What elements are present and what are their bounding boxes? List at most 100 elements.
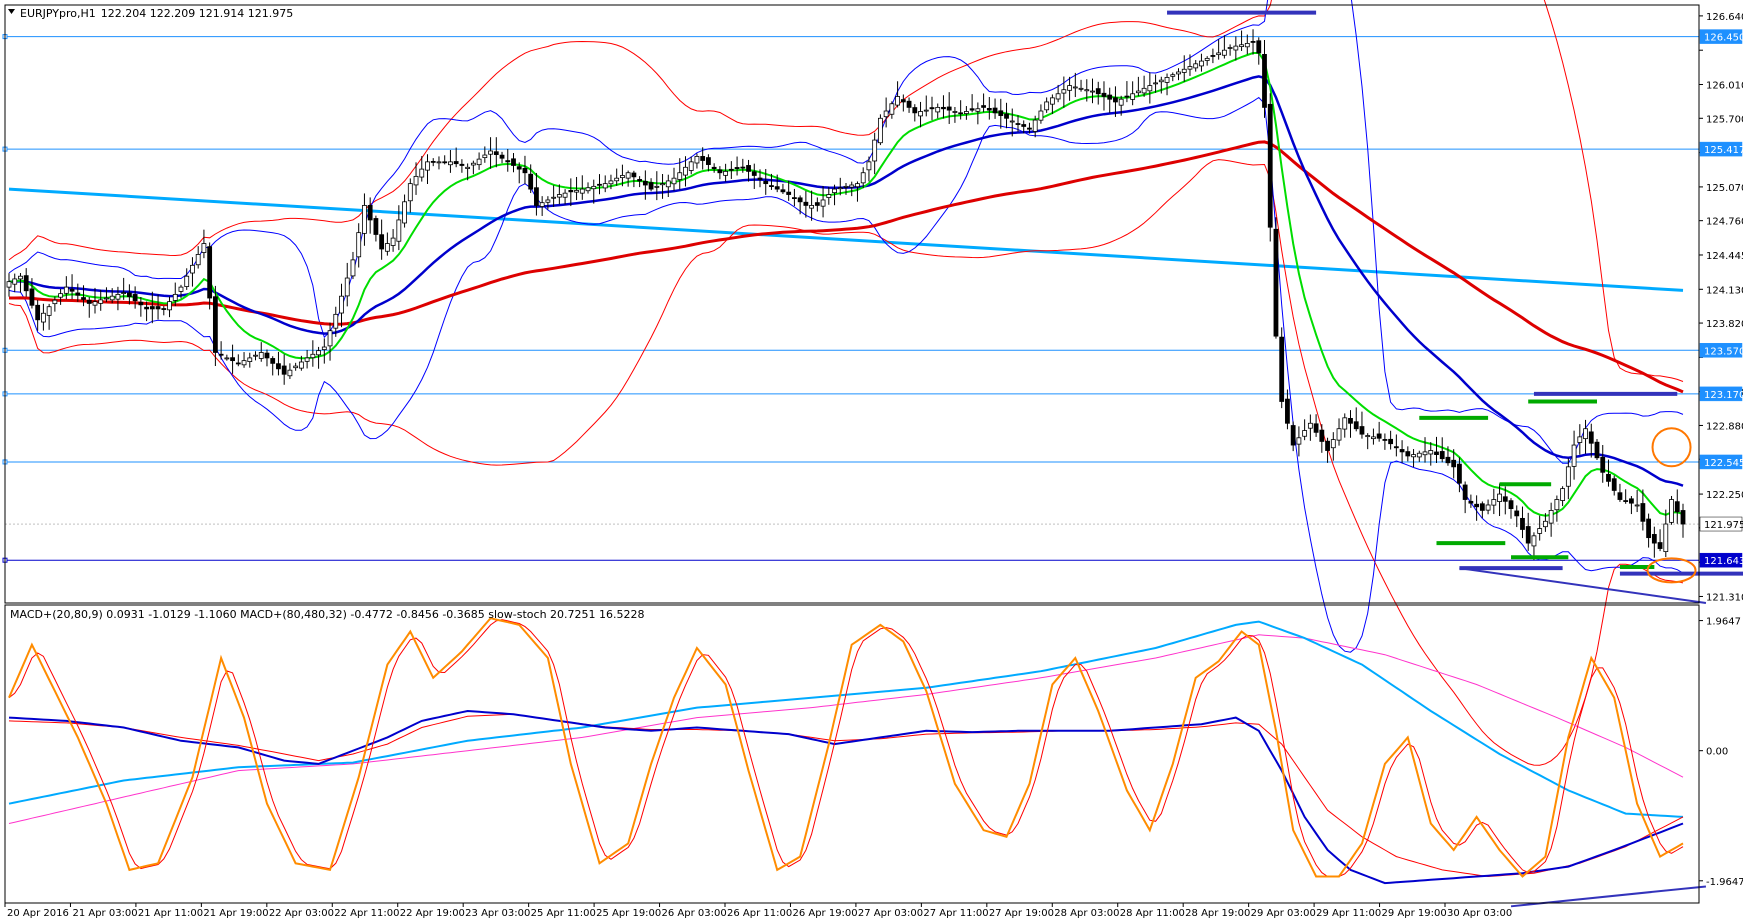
candle	[1588, 423, 1594, 458]
candle	[1416, 450, 1422, 462]
candle	[115, 286, 121, 311]
candle	[946, 92, 952, 124]
ohlc-label: 122.204 122.209 121.914 121.975	[101, 7, 293, 20]
indicator-label: MACD+(20,80,9) 0.0931 -1.0129 -1.1060 MA…	[10, 608, 645, 621]
candle	[499, 151, 505, 164]
bollinger-lower	[8, 96, 1684, 653]
candle	[1015, 115, 1021, 132]
candle	[1049, 94, 1055, 115]
indicator-axis: 1.9647 0.00 -1.9647	[1699, 617, 1743, 888]
time-tick-label: 25 Apr 19:00	[596, 908, 661, 919]
candle	[1611, 475, 1617, 496]
time-tick-label: 29 Apr 03:00	[1251, 908, 1316, 919]
price-tick-label: 124.445	[1706, 251, 1743, 262]
time-tick-label: 20 Apr 2016	[7, 908, 69, 919]
candle	[1560, 486, 1566, 507]
indicator-panel	[8, 617, 1707, 908]
candle	[218, 341, 224, 360]
annotation-ellipse-11[interactable]	[1646, 557, 1697, 584]
candle	[797, 195, 803, 215]
candle	[1113, 86, 1118, 117]
candle	[482, 146, 488, 163]
candle	[1227, 44, 1233, 56]
time-axis: 20 Apr 2016 21 Apr 03:00 21 Apr 11:00 21 Ap…	[4, 903, 1512, 919]
candle	[1382, 433, 1388, 450]
candle	[1021, 120, 1027, 134]
candle	[1663, 509, 1669, 558]
candle	[591, 179, 597, 204]
candle	[1594, 439, 1600, 461]
candle	[425, 154, 430, 184]
ema-slow-line	[9, 140, 1684, 394]
candle	[1543, 513, 1548, 532]
candle	[1474, 495, 1480, 521]
candle	[310, 340, 316, 367]
candle	[430, 158, 436, 167]
candle	[132, 286, 138, 309]
candle	[1422, 437, 1428, 463]
price-tick-label: 125.700	[1706, 114, 1743, 125]
candle	[35, 300, 41, 331]
candle	[276, 351, 281, 376]
candle	[1457, 457, 1462, 493]
candle	[1640, 489, 1646, 531]
indicator-tick-label: 1.9647	[1706, 617, 1741, 628]
price-tick-label: 122.250	[1706, 490, 1743, 501]
candle	[1273, 217, 1279, 339]
level-tag-label: 122.545	[1704, 458, 1743, 469]
candle	[545, 196, 551, 210]
price-trendline[interactable]	[1459, 567, 1707, 604]
candle	[642, 170, 648, 200]
candle	[1411, 449, 1416, 468]
candle	[860, 167, 866, 189]
candle	[1325, 437, 1330, 463]
candle	[373, 215, 379, 242]
candle	[1330, 432, 1336, 461]
candle	[1313, 414, 1319, 437]
candle	[585, 182, 591, 194]
candle	[534, 172, 539, 216]
annotation-circle-10[interactable]	[1651, 427, 1692, 468]
candle	[1525, 512, 1531, 551]
candle	[1445, 446, 1451, 466]
candle	[763, 168, 769, 195]
price-panel-frame	[4, 4, 1700, 604]
candle	[281, 354, 287, 385]
candle	[104, 287, 109, 303]
panel-frames	[4, 4, 1700, 904]
candle	[562, 189, 568, 205]
candle	[1583, 419, 1588, 454]
candle	[12, 273, 18, 293]
level-tag: 125.417	[1699, 141, 1743, 157]
candle	[241, 352, 247, 368]
candle	[660, 174, 665, 199]
price-tick-label: 125.070	[1706, 183, 1743, 194]
candle	[1371, 428, 1376, 445]
candle	[1606, 459, 1611, 487]
candle	[1221, 35, 1227, 59]
candle	[149, 291, 155, 324]
candle	[396, 205, 402, 251]
price-tick-label: 124.130	[1706, 285, 1743, 296]
level-tag: 126.450	[1699, 29, 1743, 44]
candle	[436, 156, 442, 170]
candle	[1256, 37, 1262, 65]
price-tick-label: 126.640	[1706, 12, 1743, 23]
time-tick-label: 21 Apr 03:00	[72, 908, 137, 919]
candle	[235, 354, 241, 367]
dropdown-arrow-icon[interactable]	[8, 9, 15, 14]
candle	[23, 268, 29, 297]
candle	[247, 352, 253, 368]
candle	[1571, 430, 1577, 480]
candle	[1032, 115, 1038, 138]
time-tick-label: 21 Apr 19:00	[203, 908, 268, 919]
macd1-line	[8, 709, 1684, 885]
candle	[728, 161, 734, 179]
candle	[339, 283, 344, 328]
time-tick-label: 26 Apr 03:00	[662, 908, 727, 919]
candle	[992, 98, 998, 119]
candle	[75, 283, 81, 302]
candle	[1669, 495, 1674, 525]
candle	[63, 276, 69, 300]
candle	[1095, 81, 1101, 105]
